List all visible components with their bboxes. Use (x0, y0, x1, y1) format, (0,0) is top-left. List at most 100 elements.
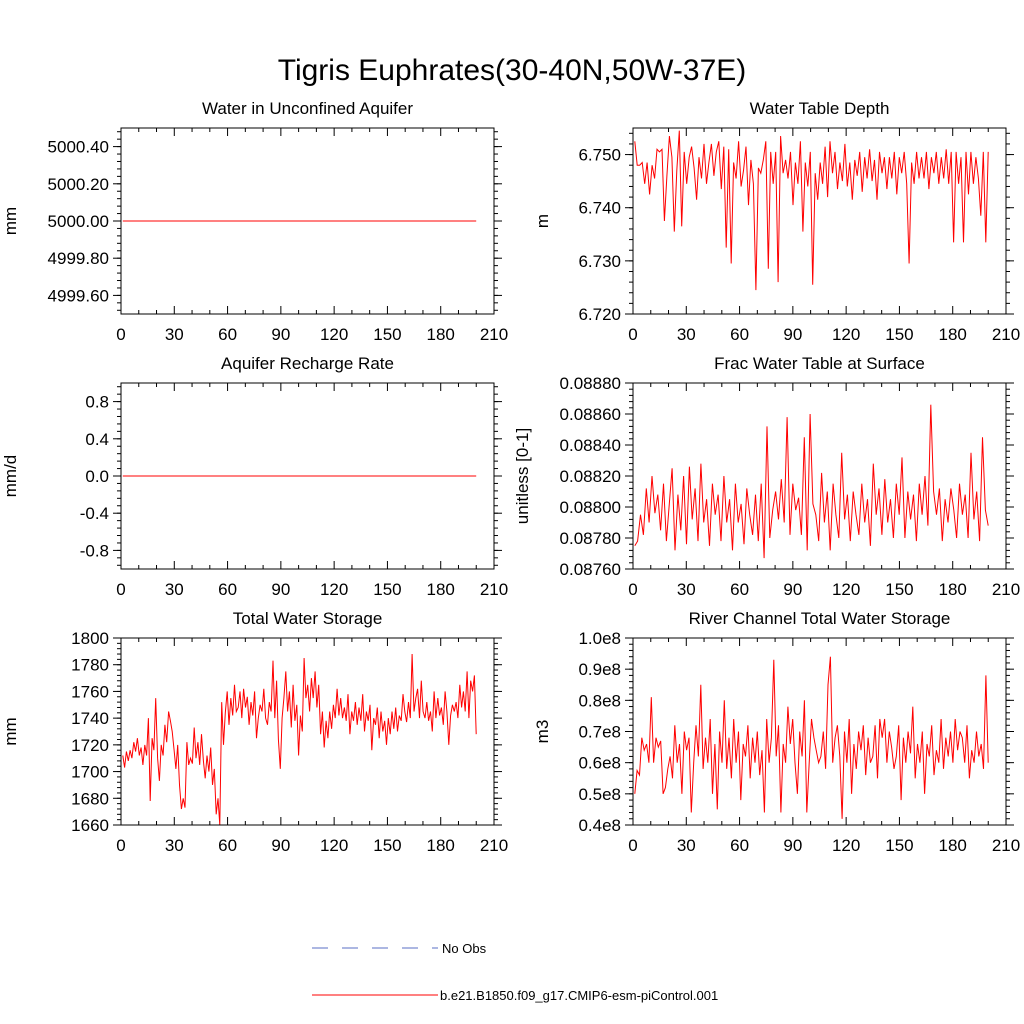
legend-obs-label: No Obs (442, 941, 487, 956)
series-line (634, 130, 989, 291)
x-tick-label: 210 (480, 836, 508, 855)
y-tick-label: 0.4 (85, 430, 109, 449)
x-tick-label: 60 (730, 836, 749, 855)
y-tick-label: 1780 (71, 656, 109, 675)
x-tick-label: 150 (885, 580, 913, 599)
y-axis-label: unitless [0-1] (513, 428, 532, 524)
panel-title: Frac Water Table at Surface (714, 354, 925, 373)
plot-frame (120, 382, 495, 570)
y-tick-label: 6.720 (578, 305, 621, 324)
y-axis-label: mm (1, 207, 20, 235)
x-tick-label: 30 (165, 325, 184, 344)
y-tick-label: 0.08880 (560, 374, 621, 393)
y-tick-label: 0.5e8 (578, 785, 621, 804)
x-tick-label: 30 (677, 836, 696, 855)
x-tick-label: 180 (427, 580, 455, 599)
x-tick-label: 30 (165, 580, 184, 599)
x-tick-label: 150 (885, 325, 913, 344)
x-tick-label: 150 (373, 836, 401, 855)
x-tick-label: 60 (218, 325, 237, 344)
x-tick-label: 90 (271, 580, 290, 599)
x-tick-label: 120 (320, 325, 348, 344)
x-tick-label: 30 (165, 836, 184, 855)
y-tick-label: 0.8e8 (578, 691, 621, 710)
y-tick-label: 0.4e8 (578, 816, 621, 835)
x-tick-label: 180 (939, 325, 967, 344)
x-tick-label: 210 (992, 580, 1020, 599)
y-tick-label: 0.8 (85, 393, 109, 412)
x-tick-label: 30 (677, 325, 696, 344)
y-tick-label: 1740 (71, 709, 109, 728)
legend: No Obs b.e21.B1850.f09_g17.CMIP6-esm-piC… (312, 941, 718, 1003)
x-tick-label: 120 (832, 836, 860, 855)
y-tick-label: 6.750 (578, 146, 621, 165)
x-tick-label: 120 (832, 580, 860, 599)
y-tick-label: 0.08800 (560, 498, 621, 517)
y-tick-label: 1760 (71, 682, 109, 701)
x-tick-label: 180 (939, 836, 967, 855)
y-tick-label: 4999.80 (48, 249, 109, 268)
panel-title: Total Water Storage (233, 609, 383, 628)
panel-3: Aquifer Recharge Rate 0 30 60 90 120 150 180 210… (1, 354, 508, 599)
plot-frame (632, 127, 1007, 315)
panel-2: Water Table Depth 0 30 60 90 120 150 180 210 6.72… (533, 99, 1020, 344)
x-tick-label: 90 (783, 580, 802, 599)
y-axis-label: mm/d (1, 455, 20, 498)
y-tick-label: 5000.40 (48, 138, 109, 157)
x-tick-label: 60 (730, 325, 749, 344)
x-tick-label: 30 (677, 580, 696, 599)
y-tick-label: 5000.00 (48, 212, 109, 231)
x-tick-label: 210 (480, 325, 508, 344)
panel-4: Frac Water Table at Surface 0 30 60 90 120 150… (513, 354, 1020, 599)
y-tick-label: 6.740 (578, 199, 621, 218)
y-tick-label: 0.08840 (560, 436, 621, 455)
panel-5: Total Water Storage 0 30 60 90 120 150 180 210 16… (1, 609, 508, 855)
panel-title: River Channel Total Water Storage (689, 609, 951, 628)
x-tick-label: 60 (218, 580, 237, 599)
panel-1: Water in Unconfined Aquifer 0 30 60 90 120 150… (1, 99, 508, 344)
plot-frame (632, 382, 1007, 570)
series-line (634, 656, 989, 819)
panel-title: Water Table Depth (750, 99, 890, 118)
y-tick-label: 0.08820 (560, 467, 621, 486)
x-tick-label: 0 (628, 836, 637, 855)
y-tick-label: 0.0 (85, 467, 109, 486)
x-tick-label: 210 (992, 836, 1020, 855)
y-tick-label: 4999.60 (48, 286, 109, 305)
x-tick-label: 60 (730, 580, 749, 599)
plot-frame (632, 637, 1007, 826)
y-tick-label: 0.9e8 (578, 660, 621, 679)
y-tick-label: -0.4 (80, 504, 109, 523)
y-tick-label: 5000.20 (48, 175, 109, 194)
y-tick-label: 0.08860 (560, 405, 621, 424)
y-tick-label: 1800 (71, 629, 109, 648)
x-tick-label: 60 (218, 836, 237, 855)
y-axis-label: mm (1, 717, 20, 745)
panel-title: Water in Unconfined Aquifer (202, 99, 413, 118)
x-tick-label: 0 (116, 836, 125, 855)
x-tick-label: 150 (373, 580, 401, 599)
y-tick-label: -0.8 (80, 541, 109, 560)
x-tick-label: 180 (427, 325, 455, 344)
x-tick-label: 0 (628, 325, 637, 344)
figure-title: Tigris Euphrates(30-40N,50W-37E) (278, 54, 747, 87)
legend-model-label: b.e21.B1850.f09_g17.CMIP6-esm-piControl.… (440, 988, 718, 1003)
x-tick-label: 90 (783, 836, 802, 855)
panels: Water in Unconfined Aquifer 0 30 60 90 120 150… (1, 99, 1020, 855)
x-tick-label: 0 (116, 325, 125, 344)
x-tick-label: 90 (783, 325, 802, 344)
series-line (634, 404, 989, 559)
y-tick-label: 0.08780 (560, 529, 621, 548)
y-tick-label: 0.6e8 (578, 754, 621, 773)
x-tick-label: 180 (427, 836, 455, 855)
x-tick-label: 90 (271, 836, 290, 855)
x-tick-label: 150 (373, 325, 401, 344)
x-tick-label: 90 (271, 325, 290, 344)
x-tick-label: 210 (480, 580, 508, 599)
plot-frame (120, 127, 495, 315)
y-tick-label: 1680 (71, 789, 109, 808)
x-tick-label: 210 (992, 325, 1020, 344)
x-tick-label: 150 (885, 836, 913, 855)
y-tick-label: 6.730 (578, 252, 621, 271)
y-tick-label: 1.0e8 (578, 629, 621, 648)
